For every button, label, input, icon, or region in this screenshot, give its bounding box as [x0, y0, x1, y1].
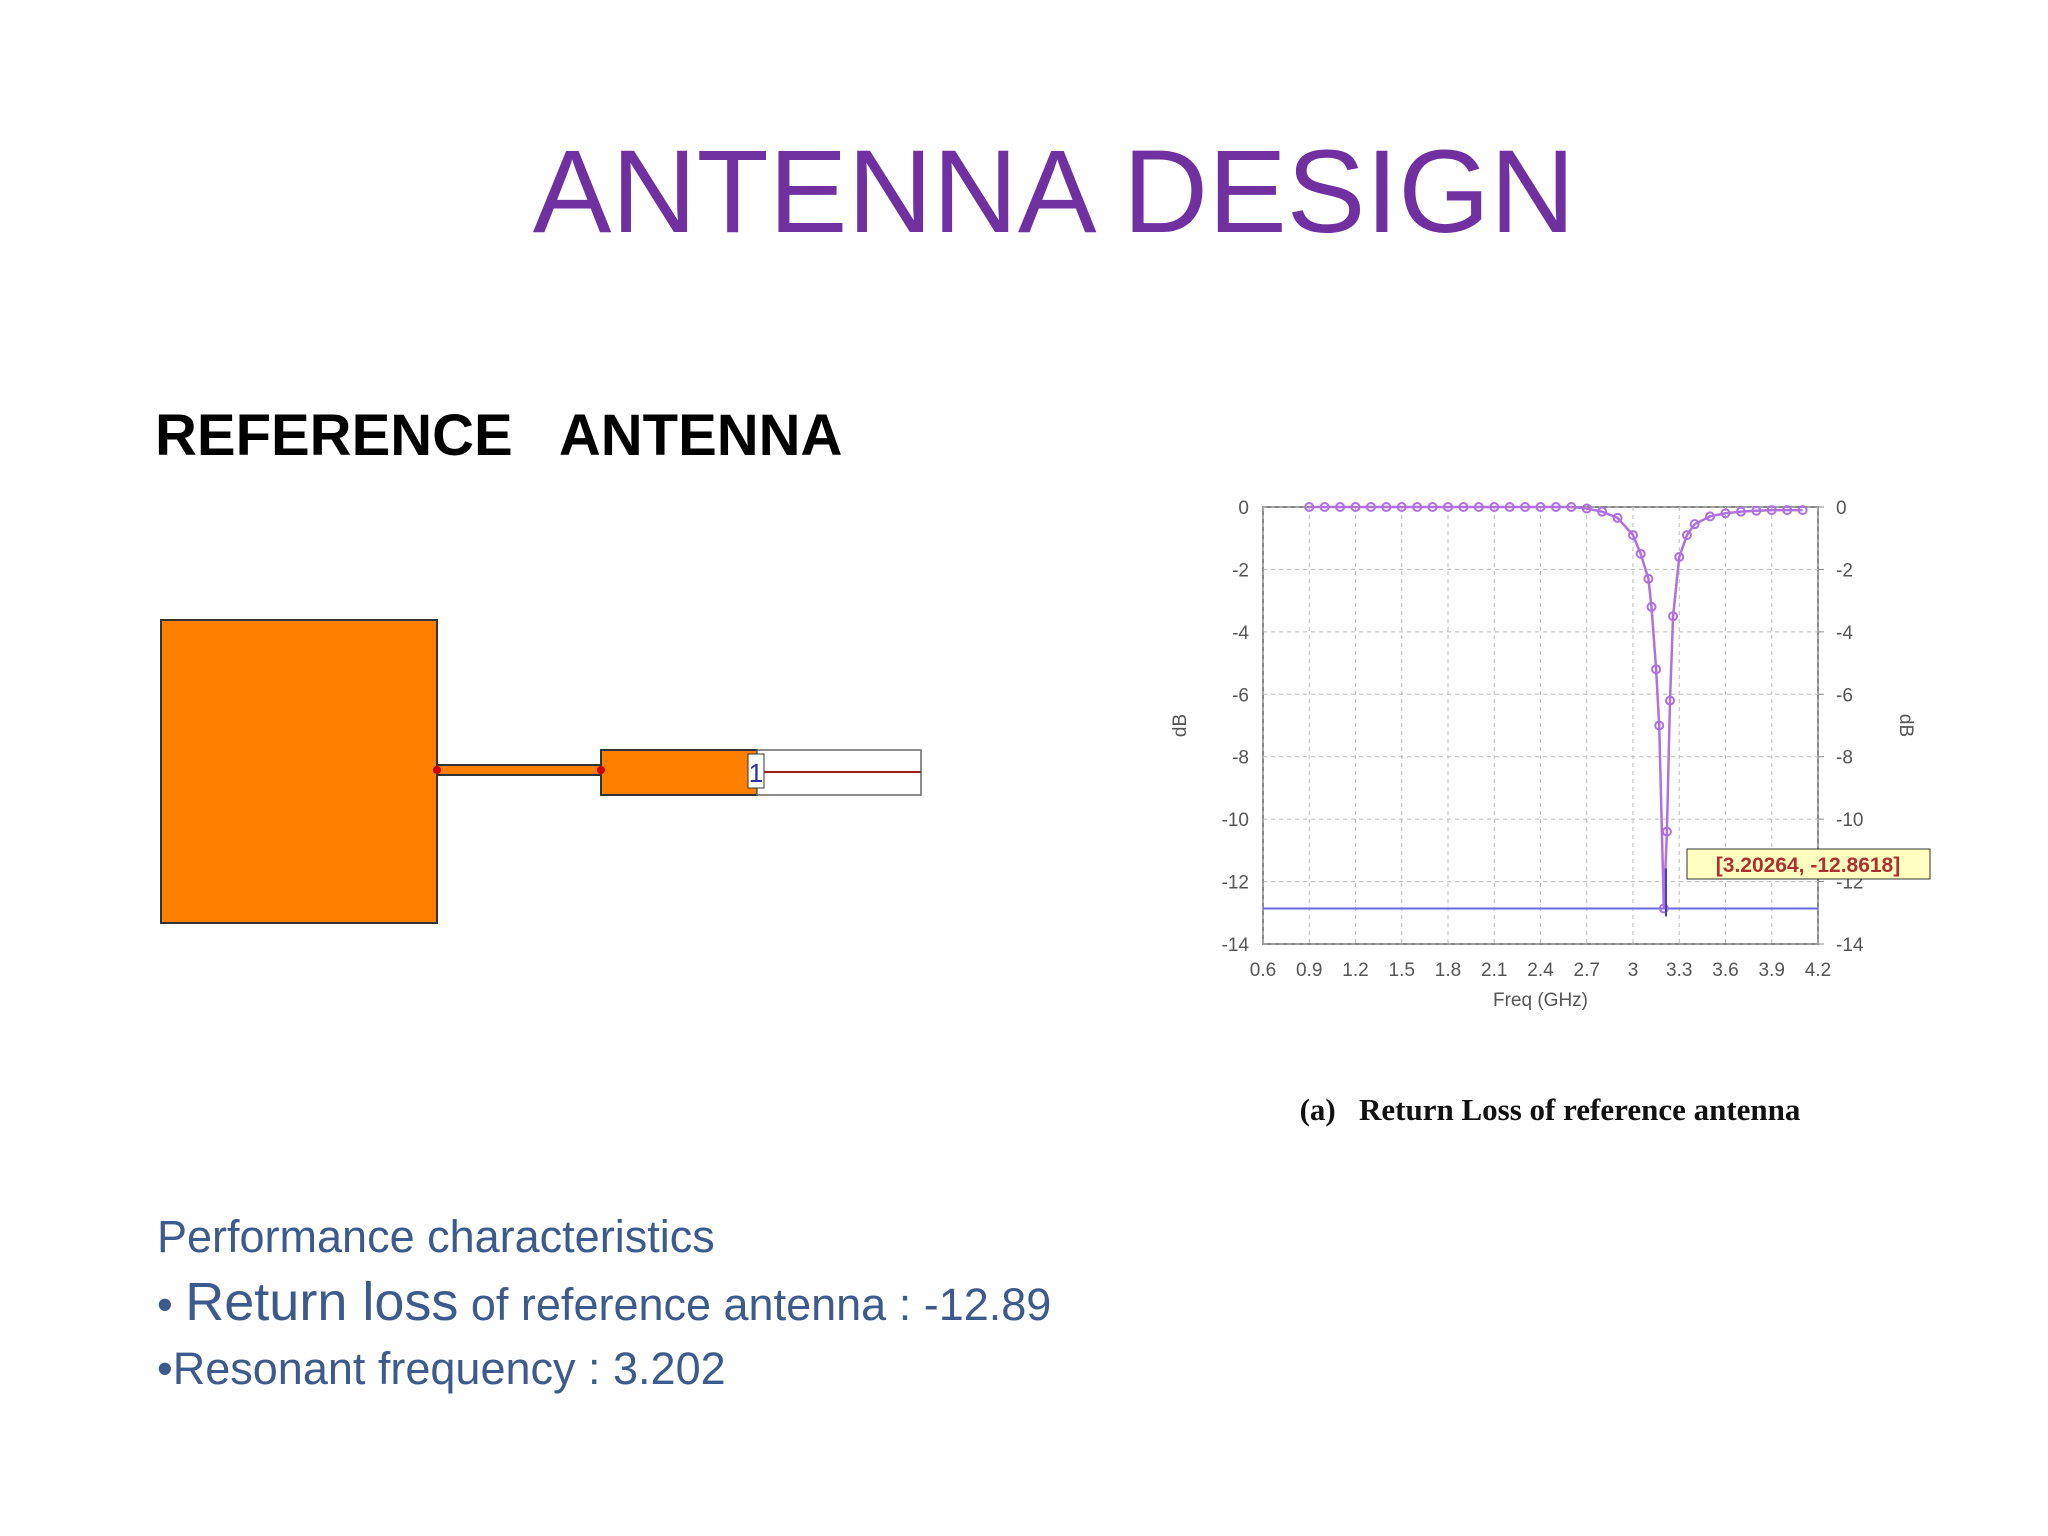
x-tick-label: 3.6 — [1712, 960, 1738, 981]
data-point — [1751, 505, 1762, 516]
data-point — [1535, 502, 1546, 512]
data-point — [1304, 502, 1315, 512]
data-point — [1665, 695, 1675, 706]
y2-tick-label: -6 — [1836, 685, 1853, 706]
x-tick-label: 3 — [1628, 960, 1639, 981]
x-tick-label: 0.9 — [1296, 960, 1322, 981]
data-point — [1689, 519, 1700, 530]
y-axis-label: dB — [1170, 714, 1191, 737]
bullet: • — [157, 1279, 185, 1330]
performance-line: • Return loss of reference antenna : -12… — [157, 1272, 1051, 1332]
data-point — [1797, 505, 1808, 516]
data-point — [1319, 502, 1330, 512]
data-point — [1674, 551, 1685, 562]
data-point — [1350, 502, 1361, 512]
y-tick-label: -12 — [1222, 873, 1249, 894]
x-tick-label: 1.2 — [1342, 960, 1368, 981]
feed-section — [600, 749, 758, 796]
data-point — [1612, 512, 1623, 523]
data-point — [1635, 548, 1646, 559]
y2-tick-label: -10 — [1836, 810, 1863, 831]
y2-axis-label: dB — [1895, 714, 1916, 737]
data-point — [1550, 502, 1561, 512]
port-label: 1 — [749, 758, 763, 788]
data-point — [1646, 601, 1657, 612]
y-tick-label: -10 — [1222, 810, 1249, 831]
data-point — [1489, 502, 1500, 512]
emphasis: Return loss — [185, 1272, 458, 1332]
x-tick-label: 3.3 — [1666, 960, 1692, 981]
data-point — [1735, 506, 1746, 517]
data-point — [1520, 502, 1531, 512]
data-point — [1427, 502, 1438, 512]
feed-line — [436, 764, 602, 776]
x-axis-label: Freq (GHz) — [1493, 990, 1588, 1011]
chart: 0.6 0.9 1.2 1.5 1.8 2.1 2.4 2.7 3 3.3 3.6 3.9 4.2 0 -2… — [1170, 498, 1931, 1011]
data-point — [1381, 502, 1392, 512]
y2-tick-label: -2 — [1836, 560, 1853, 581]
y2-tick-label: 0 — [1836, 498, 1847, 519]
data-point — [1661, 826, 1672, 837]
data-point — [1473, 502, 1484, 512]
performance-line: •Resonant frequency : 3.202 — [157, 1343, 726, 1394]
x-tick-label: 4.2 — [1805, 960, 1831, 981]
data-point — [1628, 530, 1638, 541]
patch — [160, 619, 438, 924]
data-point — [1597, 506, 1608, 517]
chart-caption: (a) Return Loss of reference antenna — [1300, 1092, 1801, 1127]
data-point — [1668, 611, 1679, 622]
data-point — [1443, 502, 1453, 512]
data-point — [1396, 502, 1407, 512]
slide-title: ANTENNA DESIGN — [533, 126, 1576, 258]
y2-tick-label: -4 — [1836, 623, 1853, 644]
x-tick-label: 2.7 — [1574, 960, 1600, 981]
data-point — [1658, 903, 1669, 914]
performance: Performance characteristics • Return los… — [157, 1211, 1051, 1394]
y-tick-label: -8 — [1232, 748, 1249, 769]
data-point — [1681, 530, 1692, 541]
series-line — [1309, 505, 1803, 909]
x-tick-label: 3.9 — [1759, 960, 1785, 981]
x-tick-label: 1.5 — [1389, 960, 1415, 981]
data-point — [1365, 502, 1376, 512]
x-tick-label: 0.6 — [1250, 960, 1276, 981]
y-tick-label: -4 — [1232, 623, 1249, 644]
data-point — [1654, 720, 1665, 731]
y-tick-label: -14 — [1222, 935, 1250, 956]
y2-tick-label: -8 — [1836, 748, 1853, 769]
data-point — [1720, 508, 1731, 519]
data-point — [1412, 502, 1423, 512]
junction — [433, 766, 441, 774]
data-point — [1651, 664, 1662, 675]
x-tick-label: 2.4 — [1527, 960, 1554, 981]
data-point — [1504, 502, 1515, 512]
data-point — [1335, 502, 1346, 512]
performance-heading: Performance characteristics — [157, 1211, 715, 1262]
section-heading: REFERENCE ANTENNA — [155, 403, 842, 468]
y2-tick-label: -14 — [1836, 935, 1864, 956]
data-point — [1643, 573, 1654, 584]
x-tick-label: 1.8 — [1435, 960, 1461, 981]
data-point — [1458, 502, 1469, 512]
data-point — [1705, 511, 1716, 522]
y-tick-label: 0 — [1238, 498, 1249, 519]
junction — [597, 766, 605, 774]
x-tick-label: 2.1 — [1481, 960, 1507, 981]
y-tick-label: -2 — [1232, 560, 1249, 581]
y-tick-label: -6 — [1232, 685, 1249, 706]
annotation: [3.20264, -12.8618] — [1716, 854, 1900, 877]
data-point — [1766, 505, 1777, 516]
annotation-box — [1686, 848, 1931, 880]
data-point — [1581, 503, 1592, 514]
port-box — [747, 753, 765, 789]
antenna-diagram: 1 — [160, 619, 922, 924]
data-point — [1782, 505, 1793, 516]
data-point — [1566, 502, 1577, 512]
line-text: of reference antenna : -12.89 — [458, 1279, 1051, 1330]
